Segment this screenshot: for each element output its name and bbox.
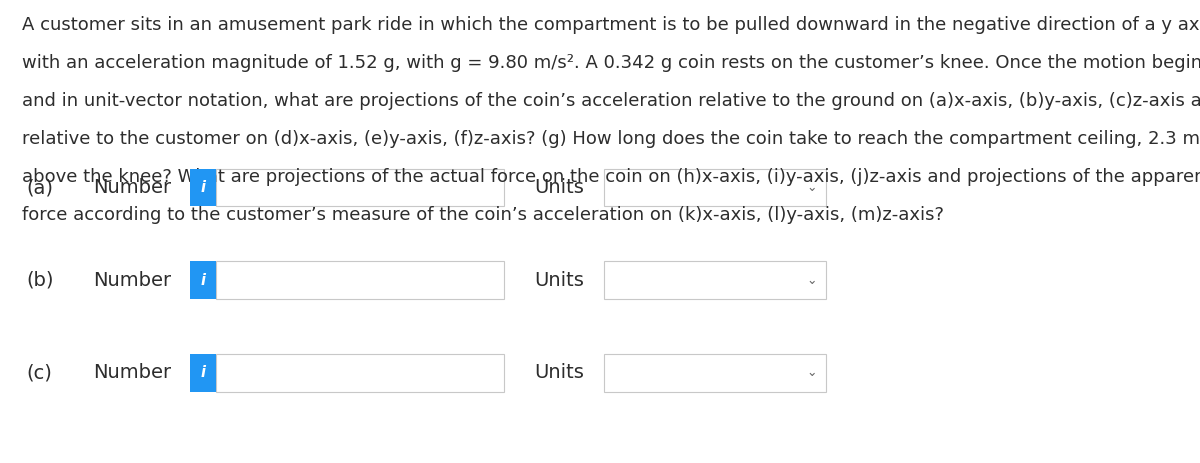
FancyBboxPatch shape [190,354,216,392]
Text: ⌄: ⌄ [806,181,816,194]
Text: i: i [200,180,205,195]
Text: (a): (a) [26,178,54,197]
FancyBboxPatch shape [604,169,826,206]
Text: relative to the customer on (d)x-axis, (e)y-axis, (f)z-axis? (g) How long does t: relative to the customer on (d)x-axis, (… [22,130,1200,148]
Text: Units: Units [534,363,584,382]
FancyBboxPatch shape [190,169,216,206]
Text: with an acceleration magnitude of 1.52 g, with g = 9.80 m/s². A 0.342 g coin res: with an acceleration magnitude of 1.52 g… [22,54,1200,72]
Text: Number: Number [94,363,172,382]
Text: A customer sits in an amusement park ride in which the compartment is to be pull: A customer sits in an amusement park rid… [22,16,1200,34]
Text: (c): (c) [26,363,53,382]
FancyBboxPatch shape [190,261,216,299]
Text: (b): (b) [26,270,54,290]
Text: i: i [200,365,205,380]
Text: Units: Units [534,270,584,290]
Text: force according to the customer’s measure of the coin’s acceleration on (k)x-axi: force according to the customer’s measur… [22,206,943,224]
FancyBboxPatch shape [216,169,504,206]
FancyBboxPatch shape [604,354,826,392]
Text: above the knee? What are projections of the actual force on the coin on (h)x-axi: above the knee? What are projections of … [22,168,1200,186]
FancyBboxPatch shape [604,261,826,299]
FancyBboxPatch shape [216,354,504,392]
FancyBboxPatch shape [216,261,504,299]
Text: ⌄: ⌄ [806,274,816,287]
Text: and in unit-vector notation, what are projections of the coin’s acceleration rel: and in unit-vector notation, what are pr… [22,92,1200,110]
Text: Number: Number [94,178,172,197]
Text: i: i [200,273,205,288]
Text: Number: Number [94,270,172,290]
Text: Units: Units [534,178,584,197]
Text: ⌄: ⌄ [806,366,816,379]
